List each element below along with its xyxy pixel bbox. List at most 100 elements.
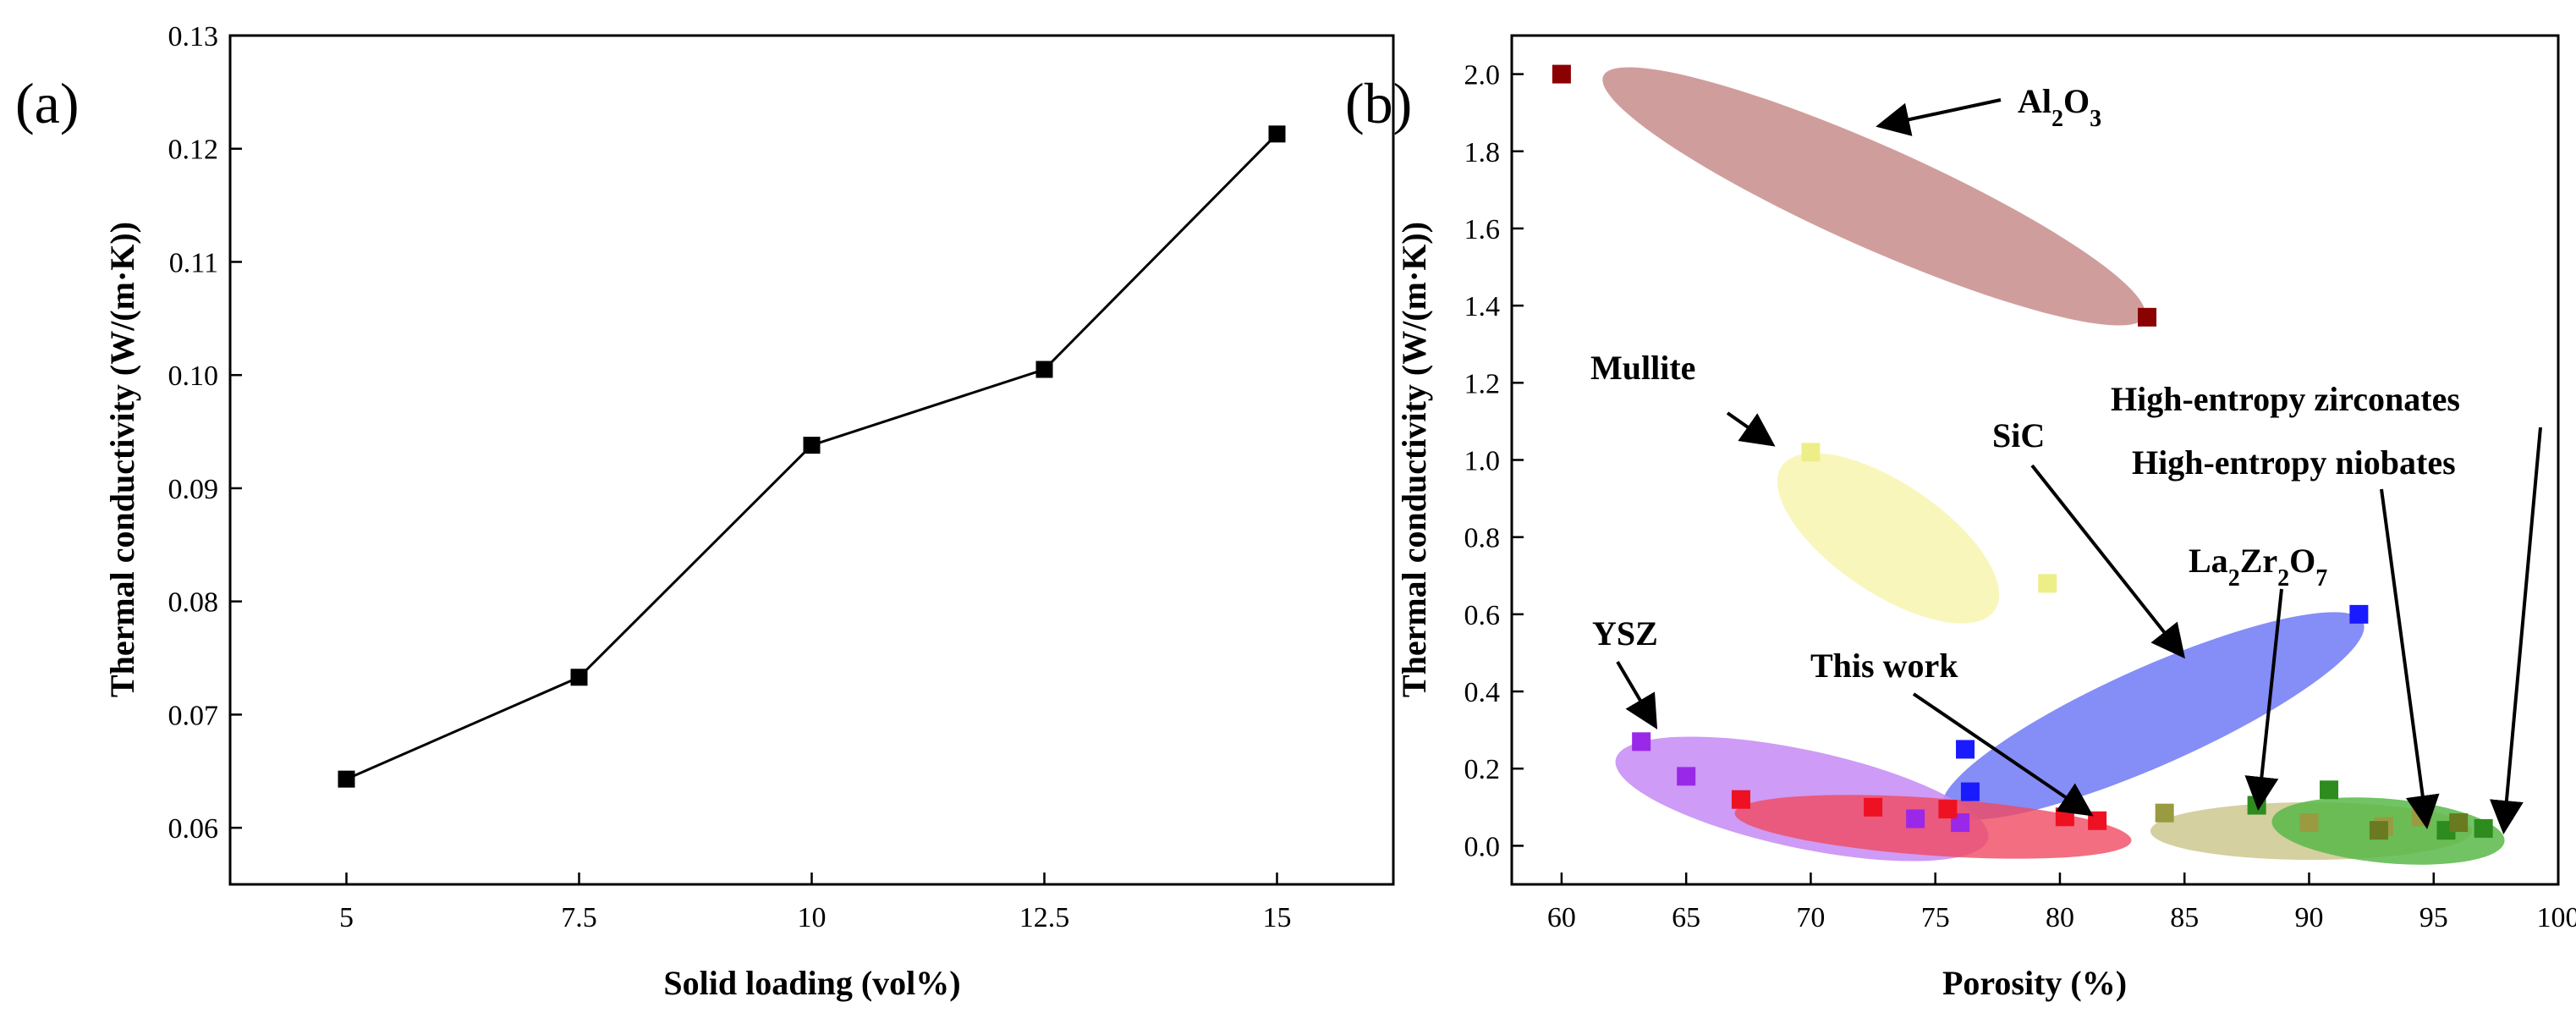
panel-label-a: (a) (15, 71, 79, 135)
y-tick-label-a: 0.13 (168, 21, 219, 52)
data-point-la2zr2o7 (2155, 803, 2174, 823)
data-point-sic (2349, 604, 2369, 624)
annotation-this-work: This work (1810, 647, 2094, 817)
data-point-this-work (1938, 800, 1958, 819)
x-tick-label-b: 90 (2294, 902, 2323, 933)
x-tick-label-a: 12.5 (1019, 902, 1070, 933)
y-tick-label-a: 0.12 (168, 135, 219, 166)
data-point-this-work (2055, 807, 2074, 827)
y-axis-title-a: Thermal conductivity (W/(m·K)) (103, 222, 141, 697)
annotation-label-la2zr2o7: La2Zr2O7 (2189, 542, 2327, 592)
arrow-ysz (1616, 660, 1658, 729)
arrow-sic (2030, 464, 2185, 659)
annotation-al2o3: Al2O3 (1876, 82, 2101, 136)
data-point-this-work (1731, 790, 1750, 809)
x-tick-label-a: 5 (339, 902, 354, 933)
data-point-high-entropy-niobates (2369, 821, 2388, 840)
annotation-label-high-entropy-niobates: High-entropy niobates (2132, 443, 2456, 482)
data-point-ysz (1677, 767, 1696, 786)
y-axis-title-b: Thermal conductivity (W/(m·K)) (1395, 222, 1433, 697)
x-tick-label-a: 15 (1263, 902, 1292, 933)
panel-label-b: (b) (1345, 71, 1412, 135)
plot-frame-a (228, 34, 1395, 886)
y-tick-label-b: 1.2 (1464, 368, 1501, 399)
x-tick-label-b: 85 (2170, 902, 2199, 933)
annotation-high-entropy-zirconates: High-entropy zirconates (2111, 380, 2542, 834)
annotation-sic: SiC (1992, 416, 2185, 659)
x-tick-label-b: 60 (1547, 902, 1576, 933)
arrow-high-entropy-niobates (2380, 488, 2440, 829)
y-tick-label-a: 0.09 (168, 474, 219, 505)
chart-panel-b: 60 65 70 75 80 85 90 95 100 0.0 0.2 0.4 0.6 0.8 1.0 1.2… (1395, 34, 2576, 1002)
y-tick-label-b: 0.4 (1464, 677, 1501, 708)
y-tick-label-b: 0.2 (1464, 754, 1501, 785)
axis-ticks-a: 5 7.5 10 12.5 15 0.06 0.07 0.08 0.09 0.10 0.11 0.12… (168, 21, 1292, 933)
series-line-a (345, 133, 1278, 781)
annotation-label-al2o3: Al2O3 (2018, 82, 2101, 132)
y-tick-label-b: 1.6 (1464, 214, 1501, 245)
data-point-high-entropy-zirconates (2320, 780, 2339, 800)
y-tick-label-b: 1.0 (1464, 446, 1501, 477)
data-point-high-entropy-zirconates (2474, 818, 2493, 838)
data-point-al2o3 (1552, 64, 1571, 84)
annotation-label-this-work: This work (1810, 647, 1958, 685)
x-tick-label-a: 10 (798, 902, 827, 933)
annotation-label-sic: SiC (1992, 416, 2045, 454)
data-point-al2o3 (2138, 307, 2157, 327)
arrow-this-work (1912, 692, 2094, 817)
data-point-this-work (1864, 797, 1883, 817)
data-point-a (1268, 125, 1286, 143)
arrow-mullite (1726, 411, 1776, 447)
data-point-ysz (1632, 732, 1651, 751)
annotation-ysz: YSZ (1592, 614, 1658, 729)
annotation-label-high-entropy-zirconates: High-entropy zirconates (2111, 380, 2460, 418)
data-point-sic (1956, 740, 1975, 759)
data-point-high-entropy-niobates (2449, 813, 2469, 833)
arrow-la2zr2o7 (2244, 588, 2283, 811)
group-ellipse-sic (1942, 612, 2365, 820)
y-tick-label-b: 1.8 (1464, 137, 1501, 168)
y-tick-label-a: 0.07 (168, 700, 219, 731)
data-point-ysz (1906, 809, 1925, 829)
data-point-sic (1960, 782, 1980, 801)
data-point-this-work (2088, 811, 2107, 830)
y-tick-label-a: 0.08 (168, 587, 219, 619)
data-point-mullite (2038, 574, 2057, 593)
annotation-mullite: Mullite (1590, 349, 1776, 447)
group-ellipse-al2o3 (1602, 67, 2145, 326)
group-ellipse-this-work (1734, 795, 2132, 859)
x-tick-label-b: 70 (1796, 902, 1825, 933)
group-ellipse-mullite (1777, 453, 2000, 624)
x-tick-label-b: 75 (1921, 902, 1950, 933)
x-tick-label-b: 95 (2419, 902, 2448, 933)
data-point-a (338, 770, 355, 788)
y-tick-label-b: 1.4 (1464, 291, 1501, 322)
x-tick-label-b: 65 (1672, 902, 1700, 933)
data-point-a (1035, 361, 1053, 378)
data-point-high-entropy-zirconates (2247, 796, 2266, 815)
y-tick-label-a: 0.06 (168, 813, 219, 845)
x-tick-label-b: 100 (2537, 902, 2576, 933)
annotation-label-ysz: YSZ (1592, 614, 1658, 652)
x-tick-label-a: 7.5 (561, 902, 597, 933)
annotation-la2zr2o7: La2Zr2O7 (2189, 542, 2327, 811)
annotation-high-entropy-niobates: High-entropy niobates (2132, 443, 2456, 829)
y-tick-label-a: 0.11 (169, 247, 218, 278)
data-point-mullite (1801, 443, 1821, 462)
data-point-a (803, 437, 821, 454)
arrow-al2o3 (1876, 98, 2002, 136)
data-point-a (570, 669, 588, 686)
y-tick-label-b: 0.0 (1464, 831, 1501, 862)
axis-ticks-b: 60 65 70 75 80 85 90 95 100 0.0 0.2 0.4 0.6 0.8 1.0 1.2… (1464, 60, 2576, 933)
y-tick-label-b: 0.6 (1464, 600, 1501, 631)
y-tick-label-b: 0.8 (1464, 523, 1501, 554)
x-axis-title-b: Porosity (%) (1942, 964, 2127, 1002)
y-tick-label-b: 2.0 (1464, 60, 1501, 91)
annotation-label-mullite: Mullite (1590, 349, 1695, 387)
arrow-high-entropy-zirconates (2489, 427, 2542, 834)
x-axis-title-a: Solid loading (vol%) (663, 964, 960, 1002)
data-point-la2zr2o7 (2299, 813, 2319, 833)
series-a (338, 125, 1286, 788)
data-point-la2zr2o7 (2412, 807, 2431, 827)
